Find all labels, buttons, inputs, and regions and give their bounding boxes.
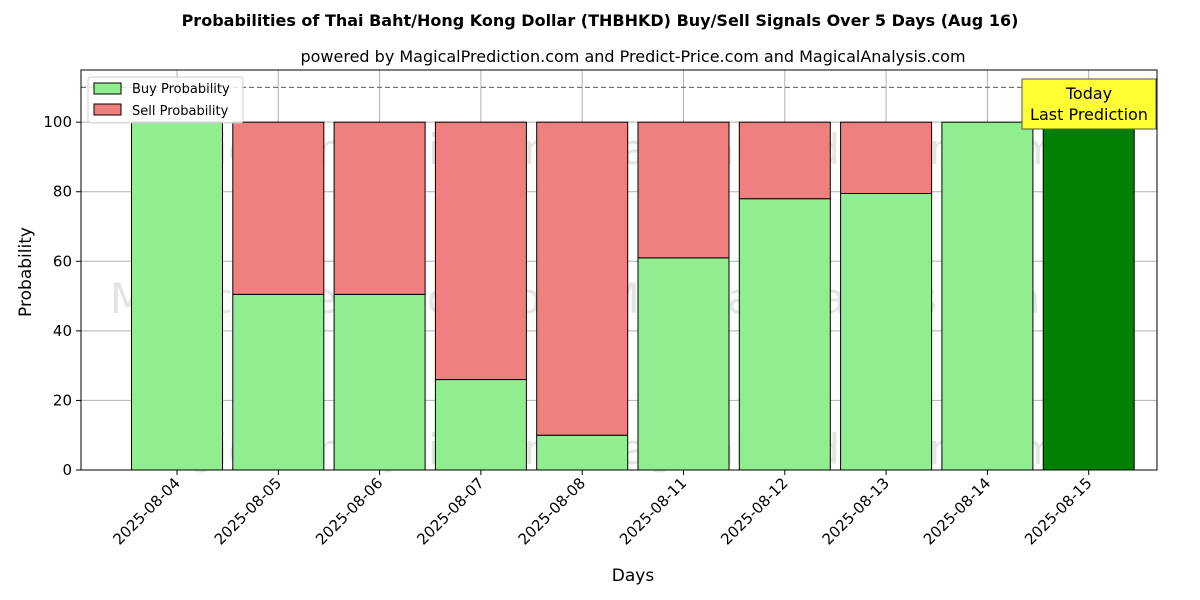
buy-bar xyxy=(333,293,426,471)
y-tick-label: 80 xyxy=(53,183,72,201)
sell-bar xyxy=(840,121,933,194)
sell-bar xyxy=(333,121,426,295)
sell-bar xyxy=(434,121,527,381)
buy-bar xyxy=(434,379,527,471)
chart-subtitle: powered by MagicalPrediction.com and Pre… xyxy=(300,47,965,66)
sell-bar xyxy=(637,121,730,259)
y-tick-label: 20 xyxy=(53,391,72,409)
today-annotation: Today Last Prediction xyxy=(1021,78,1157,130)
sell-bar xyxy=(536,121,629,436)
legend: Buy Probability Sell Probability xyxy=(87,76,244,124)
legend-box xyxy=(87,76,244,124)
annotation-line1: Today xyxy=(1065,84,1112,103)
x-tick-label: 2025-08-15 xyxy=(1021,474,1095,548)
buy-bar xyxy=(131,121,223,471)
buy-bar xyxy=(232,293,325,471)
x-tick-label: 2025-08-05 xyxy=(211,474,285,548)
chart-title: Probabilities of Thai Baht/Hong Kong Dol… xyxy=(182,11,1019,30)
legend-sell-label: Sell Probability xyxy=(132,104,229,119)
buy-bar xyxy=(536,434,629,471)
sell-bar xyxy=(738,121,831,200)
x-tick-label: 2025-08-07 xyxy=(413,474,487,548)
x-tick-label: 2025-08-06 xyxy=(312,474,386,548)
legend-sell-swatch xyxy=(93,103,122,116)
annotation-line2: Last Prediction xyxy=(1030,105,1148,124)
legend-buy-label: Buy Probability xyxy=(132,82,230,97)
x-tick-label: 2025-08-13 xyxy=(819,474,893,548)
plot-frame xyxy=(80,69,1158,471)
buy-bar xyxy=(738,198,831,471)
sell-bar xyxy=(232,121,325,295)
x-tick-label: 2025-08-12 xyxy=(717,474,791,548)
x-tick-label: 2025-08-11 xyxy=(616,474,690,548)
x-tick-label: 2025-08-14 xyxy=(920,474,994,548)
y-axis-label: Probability xyxy=(16,227,36,317)
bar-layer xyxy=(131,121,1135,471)
annotation-box xyxy=(1021,78,1157,130)
y-tick-label: 40 xyxy=(53,322,72,340)
x-tick-label: 2025-08-08 xyxy=(515,474,589,548)
x-tick-label: 2025-08-04 xyxy=(109,474,183,548)
legend-buy-swatch xyxy=(93,82,122,95)
x-axis-label: Days xyxy=(612,566,655,586)
y-tick-label: 0 xyxy=(62,461,72,479)
buy-bar xyxy=(840,192,933,471)
y-tick-label: 100 xyxy=(43,113,72,131)
buy-bar xyxy=(637,257,730,471)
buy-bar xyxy=(1042,121,1135,471)
y-tick-label: 60 xyxy=(53,252,72,270)
buy-bar xyxy=(941,121,1034,471)
